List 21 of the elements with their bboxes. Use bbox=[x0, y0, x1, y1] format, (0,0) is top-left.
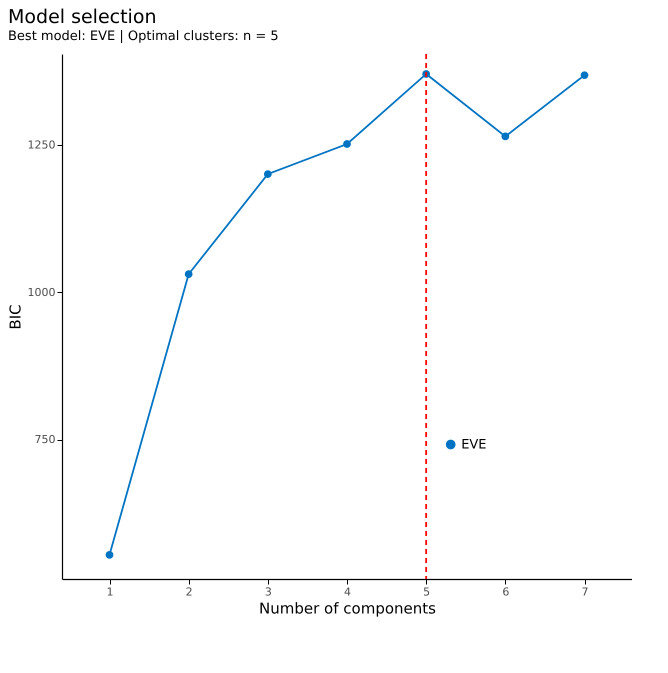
y-axis-title: BIC bbox=[6, 304, 25, 330]
point bbox=[580, 71, 588, 80]
x-tick-label: 7 bbox=[582, 586, 588, 598]
x-tick-label: 2 bbox=[186, 586, 193, 598]
legend-label: EVE bbox=[461, 438, 487, 452]
point bbox=[264, 170, 272, 178]
x-axis-title: Number of components bbox=[259, 600, 436, 618]
point bbox=[343, 140, 351, 148]
x-tick-label: 3 bbox=[264, 586, 272, 598]
chart-subtitle: Best model: EVE | Optimal clusters: n = 5 bbox=[8, 29, 279, 44]
x-tick-label: 5 bbox=[423, 586, 430, 598]
point bbox=[501, 132, 510, 140]
point bbox=[184, 270, 193, 278]
x-tick-label: 4 bbox=[344, 586, 351, 598]
y-tick-label: 750 bbox=[34, 433, 56, 446]
y-tick-label: 1250 bbox=[28, 138, 56, 152]
x-tick-label: 6 bbox=[502, 586, 510, 598]
y-tick-label: 1000 bbox=[28, 286, 56, 299]
point bbox=[106, 551, 114, 559]
x-tick-label: 1 bbox=[106, 586, 114, 598]
chart-title: Model selection bbox=[8, 6, 156, 28]
